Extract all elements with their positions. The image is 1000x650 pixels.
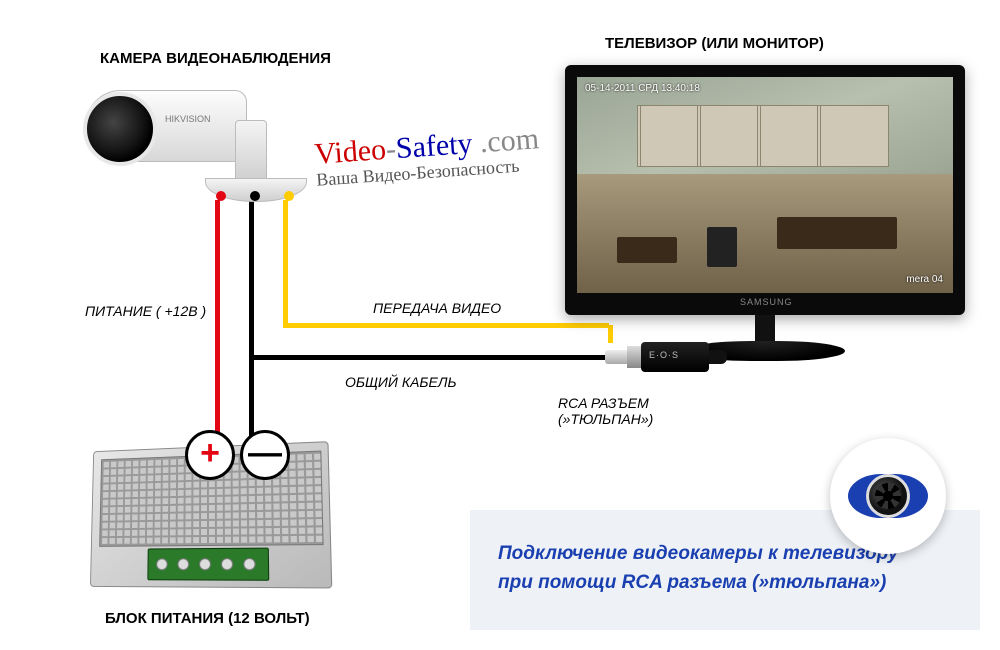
rca-tip-icon: [605, 350, 627, 364]
caption-eye-badge: [830, 438, 946, 554]
wire-segment: [249, 355, 609, 360]
caption-line2: при помощи RCA разъема (»тюльпана»): [470, 569, 980, 598]
camera-port-video-icon: [284, 191, 294, 201]
screen-shelves: [637, 105, 889, 167]
watermark: Video-Safety .com Ваша Видео-Безопасност…: [313, 122, 541, 191]
psu-screw-icon: [156, 558, 168, 570]
monitor-stand-neck: [755, 315, 775, 343]
psu-screw-icon: [243, 558, 255, 570]
rca-connector: E·O·S: [605, 340, 725, 374]
screen-shelf-div: [637, 105, 641, 167]
eye-icon: [848, 474, 928, 518]
label-psu: БЛОК ПИТАНИЯ (12 ВОЛЬТ): [105, 610, 310, 627]
rca-tail: [709, 350, 727, 364]
screen-shelf-div: [757, 105, 761, 167]
camera-arm: [235, 120, 267, 182]
psu-screw-icon: [199, 558, 211, 570]
camera-base: [205, 178, 307, 202]
screen-desk: [777, 217, 897, 249]
monitor: 05-14-2011 СРД 13:40:18 mera 04 SAMSUNG: [565, 65, 965, 365]
label-monitor: ТЕЛЕВИЗОР (ИЛИ МОНИТОР): [605, 35, 824, 52]
monitor-screen: 05-14-2011 СРД 13:40:18 mera 04: [577, 77, 953, 293]
psu-screw-icon: [177, 558, 189, 570]
psu-minus-terminal-icon: —: [240, 430, 290, 480]
cctv-camera: HIKVISION: [85, 80, 295, 200]
psu-screw-icon: [221, 558, 233, 570]
camera-lens-icon: [83, 92, 157, 166]
watermark-dotcom: .com: [471, 122, 540, 160]
wire-segment: [283, 200, 288, 328]
screen-desk-2: [617, 237, 677, 263]
psu-terminal-block: [147, 548, 269, 581]
monitor-brand: SAMSUNG: [740, 297, 793, 307]
screen-osd: 05-14-2011 СРД 13:40:18: [585, 83, 700, 94]
label-common-wire: ОБЩИЙ КАБЕЛЬ: [345, 374, 457, 390]
rca-body-label: E·O·S: [649, 350, 679, 360]
psu-plus-terminal-icon: +: [185, 430, 235, 480]
eye-cam-icon: [866, 474, 910, 518]
screen-shelf-div: [817, 105, 821, 167]
label-camera: КАМЕРА ВИДЕОНАБЛЮДЕНИЯ: [100, 50, 331, 67]
camera-brand: HIKVISION: [165, 114, 211, 124]
screen-osd-right: mera 04: [906, 274, 943, 285]
label-rca: RCA РАЗЪЕМ (»ТЮЛЬПАН»): [558, 395, 653, 427]
monitor-bezel: 05-14-2011 СРД 13:40:18 mera 04 SAMSUNG: [565, 65, 965, 315]
wire-segment: [249, 200, 254, 460]
wire-segment: [215, 200, 220, 455]
screen-shelf-div: [697, 105, 701, 167]
diagram-stage: КАМЕРА ВИДЕОНАБЛЮДЕНИЯ ТЕЛЕВИЗОР (ИЛИ МО…: [0, 0, 1000, 650]
label-power-wire: ПИТАНИЕ ( +12В ): [85, 303, 206, 319]
camera-port-ground-icon: [250, 191, 260, 201]
eye-cam-led-ring-icon: [875, 483, 901, 509]
camera-port-power-icon: [216, 191, 226, 201]
label-video-wire: ПЕРЕДАЧА ВИДЕО: [373, 300, 501, 316]
wire-segment: [283, 323, 609, 328]
screen-chair: [707, 227, 737, 267]
rca-ring-icon: [627, 346, 641, 368]
